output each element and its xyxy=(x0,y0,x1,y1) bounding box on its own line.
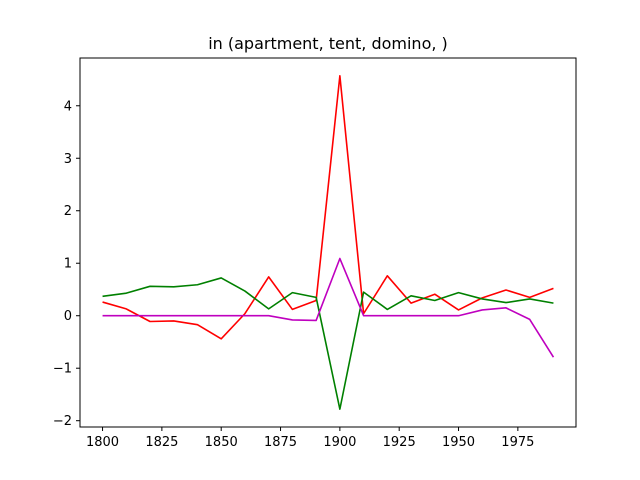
y-tick-label: 0 xyxy=(64,309,72,324)
series-line-2 xyxy=(102,277,554,410)
y-tick-label: 3 xyxy=(64,152,72,167)
x-tick-label: 1900 xyxy=(323,435,356,450)
x-tick-label: 1925 xyxy=(383,435,416,450)
series-layer xyxy=(102,75,555,410)
ticks-layer: 1800 1825 1850 1875 1900 1925 1950 1975 −2 −1 0 1 2 3… xyxy=(53,99,535,450)
y-tick-label: 1 xyxy=(64,257,72,272)
x-tick-label: 1950 xyxy=(442,435,475,450)
y-tick-label: −2 xyxy=(53,414,72,429)
series-line-3 xyxy=(102,257,555,358)
plot-frame xyxy=(79,57,577,428)
x-tick-label: 1875 xyxy=(264,435,297,450)
y-tick-label: 2 xyxy=(64,204,72,219)
x-tick-label: 1825 xyxy=(145,435,178,450)
series-line-1 xyxy=(102,75,554,340)
x-tick-label: 1850 xyxy=(205,435,238,450)
x-tick-label: 1975 xyxy=(501,435,534,450)
y-tick-label: 4 xyxy=(64,99,72,114)
y-tick-label: −1 xyxy=(53,362,72,377)
chart-title: in (apartment, tent, domino, ) xyxy=(208,34,448,53)
x-tick-label: 1800 xyxy=(86,435,119,450)
